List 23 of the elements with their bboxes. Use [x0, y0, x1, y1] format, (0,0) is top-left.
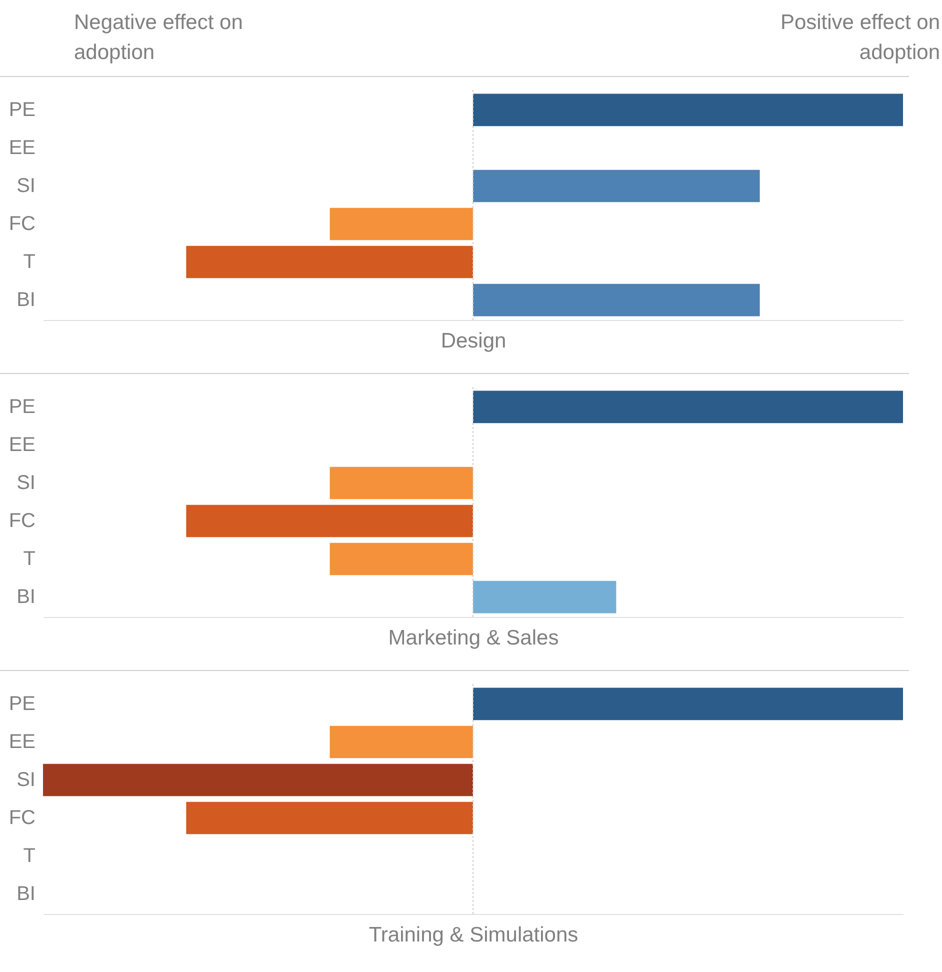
y-tick-label: FC: [8, 510, 36, 532]
y-tick-label: EE: [8, 434, 36, 456]
y-tick-label: SI: [16, 174, 36, 197]
y-tick-label: PE: [8, 396, 36, 418]
y-tick-label: T: [23, 845, 36, 868]
y-tick-label: FC: [8, 807, 36, 830]
text: Negative effect on adoption: [74, 10, 244, 66]
y-tick-label: SI: [16, 768, 36, 791]
y-tick-label: PE: [8, 98, 36, 121]
y-tick-label: SI: [16, 472, 36, 494]
y-tick-label: BI: [16, 586, 36, 608]
x-axis-title: Training & Simulations: [368, 924, 578, 946]
y-tick-label: BI: [16, 289, 36, 312]
y-tick-label: T: [23, 548, 36, 570]
x-axis-title: Design: [440, 330, 506, 352]
x-axis-title: Marketing & Sales: [388, 626, 559, 650]
y-tick-label: EE: [8, 730, 36, 753]
text: Positive effect on adoption: [779, 10, 940, 66]
y-tick-label: EE: [8, 136, 36, 159]
y-tick-label: PE: [8, 692, 36, 715]
y-tick-label: FC: [8, 213, 36, 236]
y-tick-label: T: [23, 251, 36, 274]
y-tick-label: BI: [16, 883, 36, 906]
